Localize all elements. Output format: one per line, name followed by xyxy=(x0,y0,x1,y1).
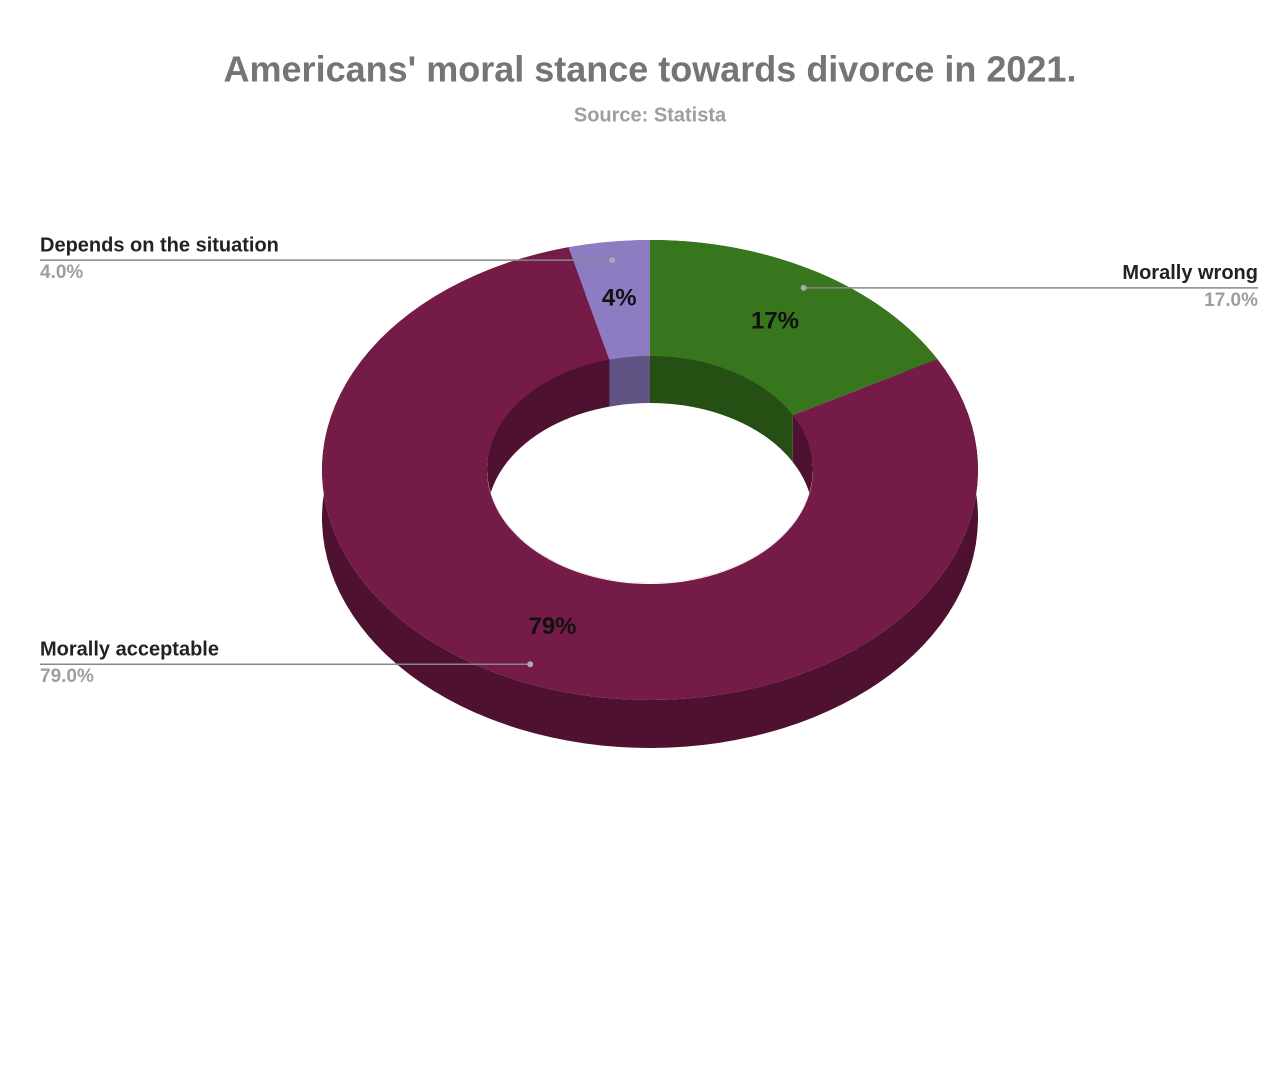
leader-dot xyxy=(609,257,616,264)
chart-title: Americans' moral stance towards divorce … xyxy=(224,49,1077,90)
leader-dot xyxy=(800,284,807,291)
inner-wall xyxy=(609,355,650,407)
slices xyxy=(321,240,979,700)
slice-label: 17% xyxy=(751,307,799,334)
slice xyxy=(321,247,979,700)
legend-label: Morally acceptable xyxy=(40,638,219,660)
slice-label: 79% xyxy=(528,613,576,640)
legend-label: Morally wrong xyxy=(1122,262,1258,284)
leader-dot xyxy=(527,661,534,668)
slice-label: 4% xyxy=(602,285,637,312)
inner-wall xyxy=(650,355,793,463)
slice xyxy=(568,240,650,360)
outside-value-label: 17.0% xyxy=(1204,290,1258,311)
outside-value-label: 4.0% xyxy=(40,262,83,283)
labels: 17% Morally wrong 17.0% 79% Morally acceptab… xyxy=(40,234,1258,687)
slice xyxy=(650,240,938,416)
legend-label: Depends on the situation xyxy=(40,234,279,256)
outside-value-label: 79.0% xyxy=(40,666,94,687)
chart-subtitle: Source: Statista xyxy=(574,104,727,126)
inner-walls xyxy=(487,355,813,583)
